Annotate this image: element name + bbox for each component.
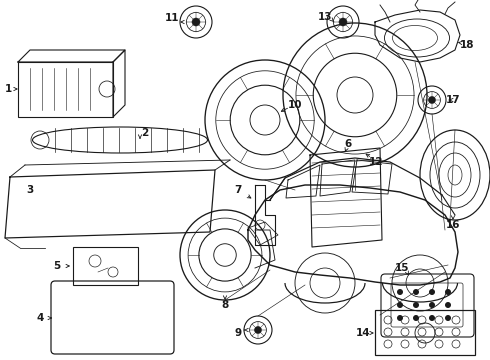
Text: 3: 3 [26, 185, 34, 195]
Text: 12: 12 [369, 157, 383, 167]
Text: 2: 2 [142, 128, 148, 138]
Circle shape [429, 289, 435, 295]
Text: 17: 17 [446, 95, 460, 105]
Text: 9: 9 [234, 328, 242, 338]
Circle shape [445, 315, 451, 321]
Text: 10: 10 [288, 100, 302, 110]
Text: 6: 6 [344, 139, 352, 149]
Text: 1: 1 [4, 84, 12, 94]
Text: 13: 13 [318, 12, 332, 22]
Circle shape [445, 302, 451, 308]
Text: 8: 8 [221, 300, 229, 310]
Circle shape [429, 302, 435, 308]
Circle shape [413, 289, 419, 295]
Circle shape [445, 289, 451, 295]
Circle shape [397, 315, 403, 321]
Circle shape [429, 315, 435, 321]
Text: 18: 18 [460, 40, 474, 50]
Circle shape [397, 302, 403, 308]
Circle shape [192, 18, 200, 26]
Circle shape [397, 289, 403, 295]
Circle shape [428, 96, 436, 104]
Circle shape [413, 302, 419, 308]
Circle shape [413, 315, 419, 321]
Text: 4: 4 [36, 313, 44, 323]
Text: 15: 15 [395, 263, 409, 273]
Text: 11: 11 [165, 13, 179, 23]
Text: 7: 7 [234, 185, 242, 195]
Circle shape [339, 18, 347, 26]
Text: 5: 5 [53, 261, 61, 271]
Circle shape [254, 327, 262, 333]
Text: 14: 14 [356, 328, 370, 338]
Text: 16: 16 [446, 220, 460, 230]
